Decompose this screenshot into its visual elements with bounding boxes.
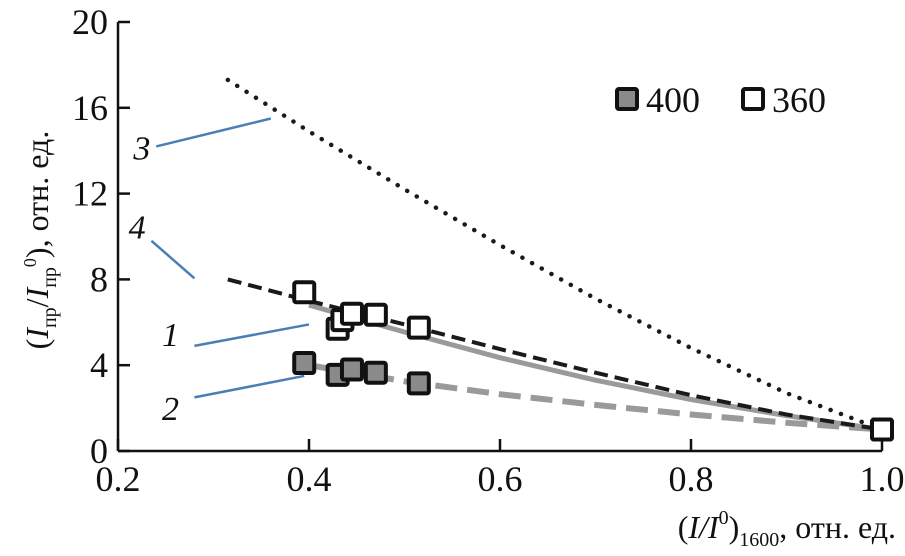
legend-marker-360 [741, 87, 765, 111]
curve-3 [225, 77, 885, 432]
marker-360 [292, 280, 317, 305]
y-tick-label: 0 [90, 431, 108, 471]
y-tick-label: 4 [90, 345, 108, 385]
marker-400 [292, 351, 317, 376]
y-ticks: 0 4 8 12 16 20 [72, 2, 130, 471]
marker-400 [339, 357, 364, 382]
y-tick-label: 16 [72, 88, 108, 128]
annotation-leader-4 [150, 239, 196, 280]
x-tick-label: 0.2 [96, 459, 141, 499]
x-tick-label: 0.4 [287, 459, 332, 499]
x-tick-label: 1.0 [860, 459, 905, 499]
curve-2 [308, 362, 883, 433]
marker-360 [363, 302, 388, 327]
curve-annotations: 1 2 3 4 [129, 117, 310, 428]
y-tick-label: 20 [72, 2, 108, 42]
legend-marker-400 [615, 87, 639, 111]
marker-360 [339, 301, 364, 326]
data-markers [292, 280, 894, 442]
curve-4 [227, 277, 883, 432]
annotation-label-2: 2 [162, 391, 179, 428]
annotation-leader-3 [155, 117, 272, 148]
y-axis-label: (Iпр/Iпр0), отн. ед. [19, 131, 61, 350]
marker-400 [406, 371, 431, 396]
x-axis-label: (I/I0)1600, отн. ед. [678, 507, 896, 551]
marker-400 [363, 360, 388, 385]
legend-label-400: 400 [646, 80, 700, 120]
annotation-leader-2 [194, 374, 305, 399]
y-tick-label: 8 [90, 259, 108, 299]
marker-360 [406, 315, 431, 340]
x-tick-label: 0.8 [669, 459, 714, 499]
marker-360 [870, 417, 894, 442]
legend-label-360: 360 [772, 80, 826, 120]
annotation-leader-1 [194, 323, 310, 348]
curves [225, 77, 885, 433]
annotation-label-4: 4 [129, 210, 146, 247]
x-ticks: 0.2 0.4 0.6 0.8 1.0 [96, 439, 905, 499]
x-tick-label: 0.6 [478, 459, 523, 499]
annotation-label-3: 3 [132, 130, 150, 167]
legend: 400 360 [615, 80, 826, 120]
y-tick-label: 12 [72, 174, 108, 214]
annotation-label-1: 1 [162, 317, 179, 354]
